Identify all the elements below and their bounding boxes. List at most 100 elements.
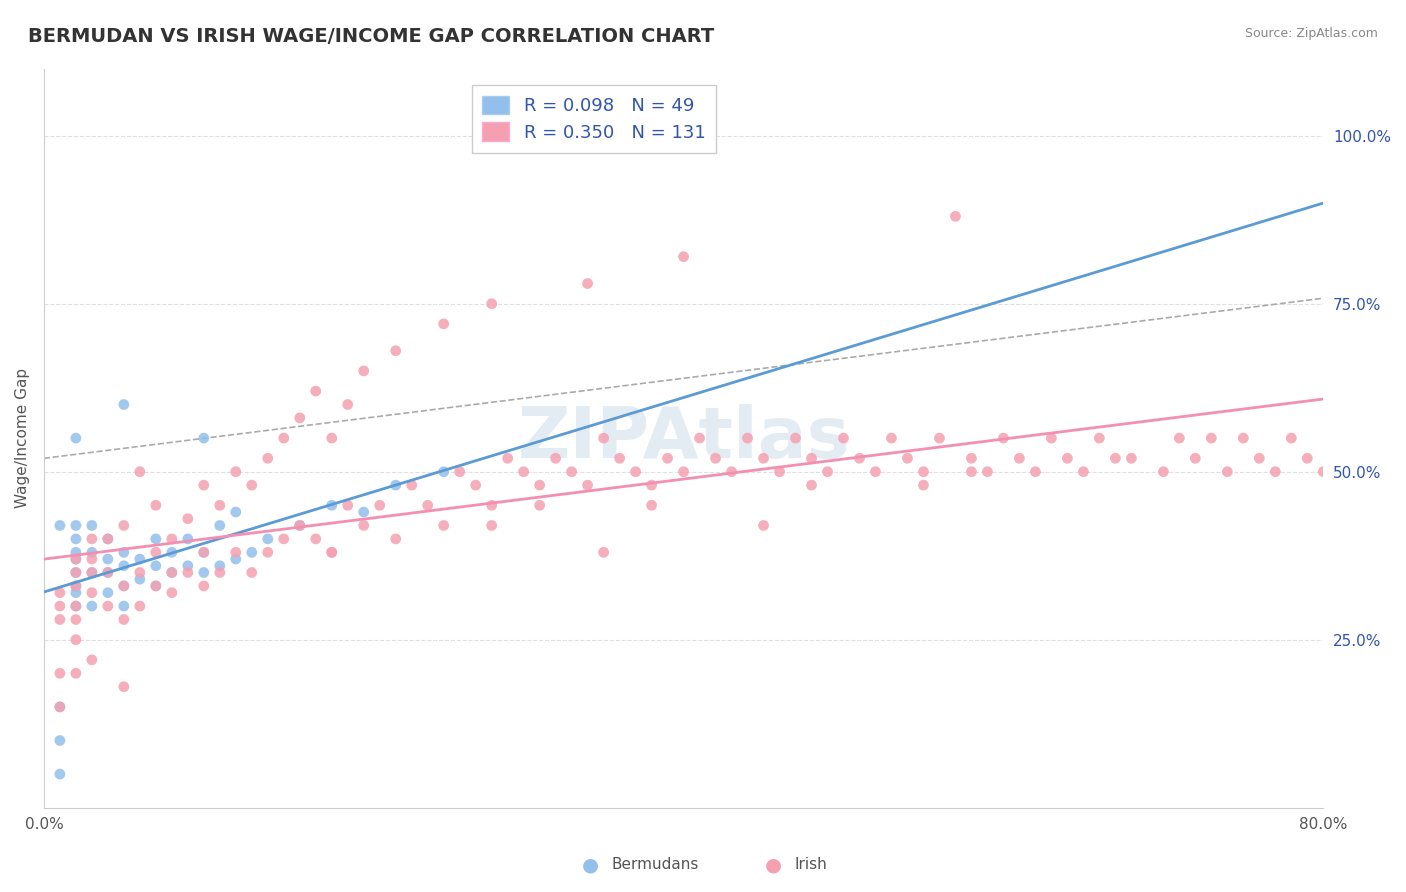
Point: [225, 465, 247, 479]
Point: [481, 296, 503, 310]
Point: [193, 545, 215, 559]
Point: [49, 518, 72, 533]
Point: [97, 532, 120, 546]
Point: [672, 465, 695, 479]
Point: [1216, 465, 1239, 479]
Point: [1312, 465, 1334, 479]
Point: [49, 613, 72, 627]
Point: [368, 498, 391, 512]
Point: [1024, 465, 1046, 479]
Point: [193, 478, 215, 492]
Point: [640, 498, 662, 512]
Point: [848, 451, 870, 466]
Point: [80, 552, 103, 566]
Point: [1073, 465, 1095, 479]
Point: [1152, 465, 1174, 479]
Point: [433, 465, 456, 479]
Point: [49, 585, 72, 599]
Point: [208, 566, 231, 580]
Point: [97, 566, 120, 580]
Point: [336, 397, 359, 411]
Point: [160, 532, 183, 546]
Point: [817, 465, 839, 479]
Point: [704, 451, 727, 466]
Point: [145, 558, 167, 573]
Point: [65, 532, 87, 546]
Point: [1184, 451, 1206, 466]
Point: [65, 566, 87, 580]
Point: [160, 545, 183, 559]
Point: [65, 599, 87, 613]
Point: [1168, 431, 1191, 445]
Point: [336, 498, 359, 512]
Point: [49, 767, 72, 781]
Point: [65, 552, 87, 566]
Point: [112, 599, 135, 613]
Point: [561, 465, 583, 479]
Point: [305, 532, 328, 546]
Point: [321, 545, 343, 559]
Point: [305, 384, 328, 398]
Point: [112, 397, 135, 411]
Point: [273, 532, 295, 546]
Point: [49, 599, 72, 613]
Point: [128, 465, 150, 479]
Point: [672, 250, 695, 264]
Point: [752, 518, 775, 533]
Point: [80, 599, 103, 613]
Point: [208, 498, 231, 512]
Point: [128, 572, 150, 586]
Point: [433, 317, 456, 331]
Point: [208, 558, 231, 573]
Point: [225, 545, 247, 559]
Point: [193, 431, 215, 445]
Point: [768, 465, 790, 479]
Point: [592, 545, 614, 559]
Point: [177, 558, 200, 573]
Point: [384, 343, 406, 358]
Point: [321, 498, 343, 512]
Point: [960, 465, 983, 479]
Point: [65, 613, 87, 627]
Point: [976, 465, 998, 479]
Point: [800, 451, 823, 466]
Point: [1279, 431, 1302, 445]
Point: [737, 431, 759, 445]
Point: [97, 552, 120, 566]
Point: [193, 545, 215, 559]
Point: [80, 653, 103, 667]
Point: [256, 532, 278, 546]
Legend: R = 0.098   N = 49, R = 0.350   N = 131: R = 0.098 N = 49, R = 0.350 N = 131: [471, 85, 717, 153]
Point: [624, 465, 647, 479]
Point: [97, 532, 120, 546]
Point: [912, 478, 935, 492]
Point: [177, 566, 200, 580]
Point: [1121, 451, 1143, 466]
Point: [353, 518, 375, 533]
Point: [832, 431, 855, 445]
Point: [65, 666, 87, 681]
Point: [128, 552, 150, 566]
Point: [481, 518, 503, 533]
Point: [321, 545, 343, 559]
Point: [65, 585, 87, 599]
Point: [800, 478, 823, 492]
Point: [880, 431, 903, 445]
Point: [288, 518, 311, 533]
Point: [1232, 431, 1254, 445]
Point: [65, 518, 87, 533]
Point: [65, 599, 87, 613]
Point: [177, 512, 200, 526]
Point: [65, 579, 87, 593]
Point: [177, 532, 200, 546]
Text: BERMUDAN VS IRISH WAGE/INCOME GAP CORRELATION CHART: BERMUDAN VS IRISH WAGE/INCOME GAP CORREL…: [28, 27, 714, 45]
Point: [112, 613, 135, 627]
Point: [112, 680, 135, 694]
Point: [384, 478, 406, 492]
Point: [80, 566, 103, 580]
Point: [225, 552, 247, 566]
Point: [912, 465, 935, 479]
Point: [160, 585, 183, 599]
Point: [1264, 465, 1286, 479]
Point: [49, 699, 72, 714]
